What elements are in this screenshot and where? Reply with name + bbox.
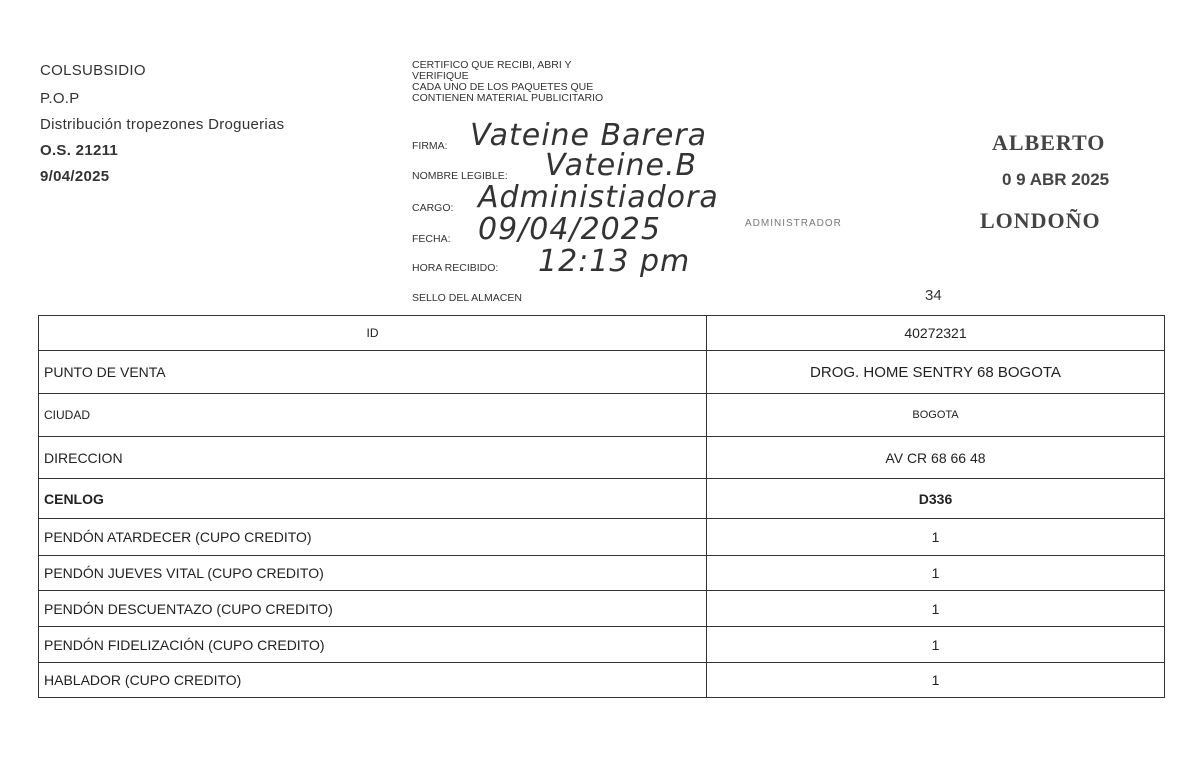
row-label: PENDÓN DESCUENTAZO (CUPO CREDITO) — [38, 590, 707, 627]
sello-label: SELLO DEL ALMACEN — [412, 292, 522, 304]
signature: Vateine Barera — [470, 118, 708, 153]
cargo-value: Administiadora — [478, 180, 719, 215]
order-number: O.S. 21211 — [40, 142, 119, 159]
row-value: AV CR 68 66 48 — [706, 436, 1165, 479]
row-label: PENDÓN FIDELIZACIÓN (CUPO CREDITO) — [38, 626, 707, 663]
table-row: PENDÓN FIDELIZACIÓN (CUPO CREDITO) 1 — [38, 626, 1165, 663]
cert-line: CERTIFICO QUE RECIBI, ABRI Y — [412, 59, 572, 71]
row-label: ID — [38, 315, 707, 351]
row-label: HABLADOR (CUPO CREDITO) — [38, 662, 707, 698]
stamp-name: ALBERTO — [992, 130, 1106, 155]
firma-label: FIRMA: — [412, 140, 448, 152]
nombre-label: NOMBRE LEGIBLE: — [412, 170, 508, 182]
row-label: CIUDAD — [38, 393, 707, 437]
row-value: 1 — [706, 662, 1165, 698]
administrador-stamp-text: ADMINISTRADOR — [745, 218, 842, 229]
fecha-value: 09/04/2025 — [478, 212, 661, 247]
table-row: CENLOG D336 — [38, 478, 1165, 519]
row-value: 1 — [706, 626, 1165, 663]
cert-line: VERIFIQUE — [412, 70, 469, 82]
page-number: 34 — [925, 287, 942, 304]
row-label: PENDÓN ATARDECER (CUPO CREDITO) — [38, 518, 707, 556]
hora-label: HORA RECIBIDO: — [412, 262, 499, 274]
fecha-label: FECHA: — [412, 233, 451, 245]
row-label: PENDÓN JUEVES VITAL (CUPO CREDITO) — [38, 555, 707, 591]
table-row: PENDÓN JUEVES VITAL (CUPO CREDITO) 1 — [38, 555, 1165, 591]
hora-value: 12:13 pm — [538, 244, 691, 279]
table-row: PENDÓN DESCUENTAZO (CUPO CREDITO) 1 — [38, 590, 1165, 627]
delivery-table: ID 40272321 PUNTO DE VENTA DROG. HOME SENT… — [38, 315, 1165, 698]
table-row: PENDÓN ATARDECER (CUPO CREDITO) 1 — [38, 518, 1165, 556]
table-row: ID 40272321 — [38, 315, 1165, 351]
table-row: PUNTO DE VENTA DROG. HOME SENTRY 68 BOGOT… — [38, 350, 1165, 394]
row-value: 40272321 — [706, 315, 1165, 351]
row-label: CENLOG — [38, 478, 707, 519]
nombre-value: Vateine.B — [545, 148, 698, 183]
stamp-surname: LONDOÑO — [980, 208, 1101, 233]
cargo-label: CARGO: — [412, 202, 454, 214]
pop-label: P.O.P — [40, 90, 80, 107]
table-row: HABLADOR (CUPO CREDITO) 1 — [38, 662, 1165, 698]
row-value: 1 — [706, 518, 1165, 556]
row-value: BOGOTA — [706, 393, 1165, 437]
row-label: DIRECCION — [38, 436, 707, 479]
table-row: DIRECCION AV CR 68 66 48 — [38, 436, 1165, 479]
company-name: COLSUBSIDIO — [40, 62, 146, 79]
document-date: 9/04/2025 — [40, 168, 110, 185]
distribution-title: Distribución tropezones Droguerias — [40, 116, 285, 133]
row-value: DROG. HOME SENTRY 68 BOGOTA — [706, 350, 1165, 394]
row-value: D336 — [706, 478, 1165, 519]
cert-line: CADA UNO DE LOS PAQUETES QUE — [412, 81, 594, 93]
table-row: CIUDAD BOGOTA — [38, 393, 1165, 437]
row-value: 1 — [706, 590, 1165, 627]
row-value: 1 — [706, 555, 1165, 591]
cert-line: CONTIENEN MATERIAL PUBLICITARIO — [412, 92, 604, 104]
row-label: PUNTO DE VENTA — [38, 350, 707, 394]
certification-text: CERTIFICO QUE RECIBI, ABRI Y VERIFIQUE C… — [412, 60, 603, 104]
stamp-date: 0 9 ABR 2025 — [1002, 170, 1110, 189]
